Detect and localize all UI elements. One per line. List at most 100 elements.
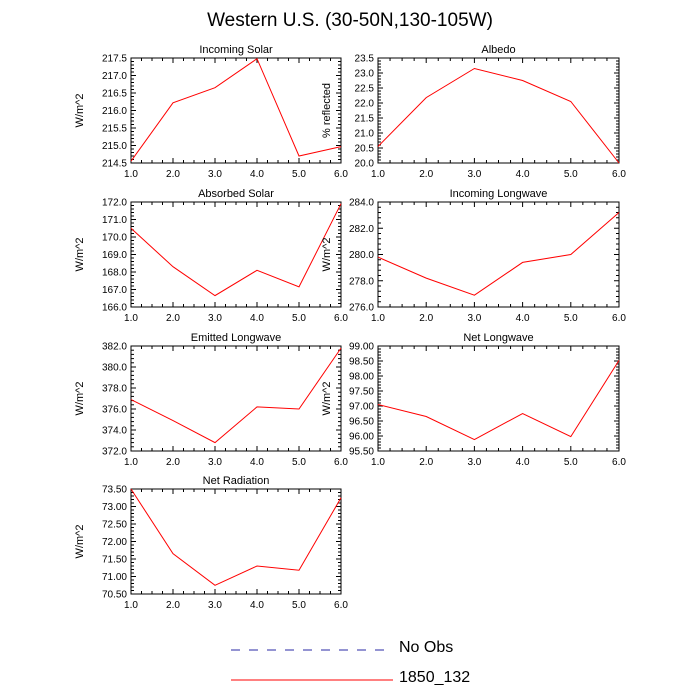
x-tick-label: 3.0 (208, 169, 222, 180)
y-tick-label: 217.5 (102, 54, 127, 65)
x-tick-label: 3.0 (467, 313, 481, 324)
x-tick-label: 6.0 (334, 600, 348, 611)
series-line-1850-132 (130, 57, 342, 162)
y-tick-label: 73.00 (102, 502, 127, 513)
x-tick-label: 1.0 (371, 169, 385, 180)
x-tick-label: 6.0 (612, 169, 626, 180)
y-tick-label: 382.0 (102, 342, 127, 353)
y-tick-label: 278.0 (349, 276, 374, 287)
x-tick-label: 5.0 (564, 313, 578, 324)
y-tick-label: 280.0 (349, 250, 374, 261)
y-tick-label: 21.5 (355, 114, 375, 125)
y-tick-label: 374.0 (102, 426, 127, 437)
x-tick-label: 1.0 (371, 457, 385, 468)
chart-title: Absorbed Solar (198, 188, 274, 200)
y-tick-label: 167.0 (102, 285, 127, 296)
y-axis-label: W/m^2 (74, 382, 86, 416)
x-tick-label: 2.0 (419, 169, 433, 180)
x-tick-label: 5.0 (292, 169, 306, 180)
y-tick-label: 98.00 (349, 372, 374, 383)
y-tick-label: 95.50 (349, 447, 374, 458)
chart-title: Emitted Longwave (191, 332, 282, 344)
y-axis-label: W/m^2 (74, 238, 86, 272)
x-tick-label: 4.0 (250, 169, 264, 180)
y-tick-label: 217.0 (102, 71, 127, 82)
y-tick-label: 72.00 (102, 537, 127, 548)
chart-panel-5: Emitted Longwave W/m^2 1.0 2.0 3.0 4.0 5.0 6.0 3… (74, 332, 348, 468)
x-tick-label: 2.0 (166, 313, 180, 324)
chart-title: Incoming Solar (199, 44, 273, 56)
y-tick-label: 23.0 (355, 69, 375, 80)
y-axis-label: % reflected (321, 83, 333, 138)
y-tick-label: 99.00 (349, 342, 374, 353)
x-tick-label: 2.0 (166, 600, 180, 611)
chart-panel-3: Absorbed Solar W/m^2 1.0 2.0 3.0 4.0 5.0 6.0 166… (74, 188, 348, 324)
x-tick-label: 6.0 (334, 457, 348, 468)
x-tick-label: 4.0 (250, 600, 264, 611)
series-line-1850-132 (130, 347, 342, 444)
x-tick-label: 6.0 (334, 169, 348, 180)
x-tick-label: 5.0 (292, 457, 306, 468)
x-tick-label: 3.0 (208, 457, 222, 468)
x-tick-label: 5.0 (292, 313, 306, 324)
series-line-1850-132 (130, 203, 342, 297)
y-tick-label: 22.5 (355, 84, 375, 95)
legend-label-no-obs: No Obs (399, 639, 454, 656)
x-tick-label: 3.0 (208, 600, 222, 611)
x-tick-label: 6.0 (334, 313, 348, 324)
x-tick-label: 2.0 (166, 457, 180, 468)
y-tick-label: 216.0 (102, 106, 127, 117)
y-tick-label: 71.50 (102, 555, 127, 566)
x-tick-label: 5.0 (292, 600, 306, 611)
y-tick-label: 276.0 (349, 303, 374, 314)
y-tick-label: 372.0 (102, 447, 127, 458)
y-axis-label: W/m^2 (74, 525, 86, 559)
y-tick-label: 97.50 (349, 387, 374, 398)
chart-title: Incoming Longwave (450, 188, 548, 200)
y-tick-label: 216.5 (102, 89, 127, 100)
chart-title: Albedo (481, 44, 515, 56)
y-tick-label: 171.0 (102, 215, 127, 226)
y-tick-label: 214.5 (102, 159, 127, 170)
y-tick-label: 170.0 (102, 233, 127, 244)
x-tick-label: 3.0 (467, 457, 481, 468)
y-tick-label: 284.0 (349, 198, 374, 209)
x-tick-label: 2.0 (419, 313, 433, 324)
y-tick-label: 215.0 (102, 141, 127, 152)
figure-title: Western U.S. (30-50N,130-105W) (207, 10, 493, 31)
x-tick-label: 5.0 (564, 169, 578, 180)
series-line-1850-132 (377, 360, 620, 441)
y-tick-label: 98.50 (349, 357, 374, 368)
y-tick-label: 23.5 (355, 54, 375, 65)
y-tick-label: 380.0 (102, 363, 127, 374)
series-line-1850-132 (130, 488, 342, 586)
y-tick-label: 168.0 (102, 268, 127, 279)
x-tick-label: 1.0 (124, 457, 138, 468)
y-tick-label: 376.0 (102, 405, 127, 416)
y-tick-label: 22.0 (355, 99, 375, 110)
chart-panel-2: Albedo % reflected 1.0 2.0 3.0 4.0 5.0 6.0 20.0 2… (321, 44, 626, 180)
x-tick-label: 6.0 (612, 313, 626, 324)
y-tick-label: 73.50 (102, 485, 127, 496)
y-axis-label: W/m^2 (74, 94, 86, 128)
x-tick-label: 2.0 (419, 457, 433, 468)
x-tick-label: 6.0 (612, 457, 626, 468)
x-tick-label: 3.0 (467, 169, 481, 180)
chart-title: Net Longwave (463, 332, 533, 344)
y-tick-label: 72.50 (102, 520, 127, 531)
y-tick-label: 282.0 (349, 224, 374, 235)
x-tick-label: 4.0 (516, 313, 530, 324)
y-tick-label: 378.0 (102, 384, 127, 395)
x-tick-label: 4.0 (250, 457, 264, 468)
y-tick-label: 215.5 (102, 124, 127, 135)
y-tick-label: 70.50 (102, 590, 127, 601)
y-tick-label: 20.5 (355, 144, 375, 155)
y-tick-label: 21.0 (355, 129, 375, 140)
x-tick-label: 2.0 (166, 169, 180, 180)
y-axis-label: W/m^2 (321, 238, 333, 272)
y-tick-label: 172.0 (102, 198, 127, 209)
y-tick-label: 166.0 (102, 303, 127, 314)
y-tick-label: 96.00 (349, 432, 374, 443)
